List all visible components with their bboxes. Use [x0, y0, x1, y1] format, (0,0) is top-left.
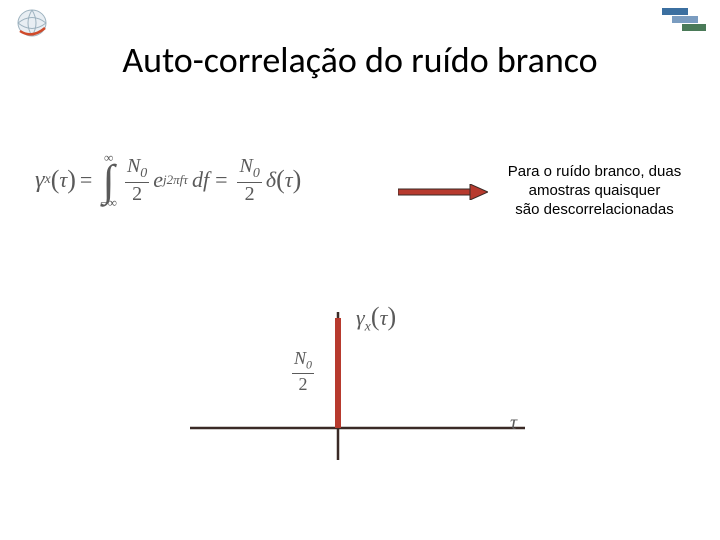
eq-eq2: = [215, 167, 227, 193]
caption-line1: Para o ruído branco, duas [497, 163, 692, 182]
diag-gamma-label: γx(τ) [356, 302, 396, 335]
caption-line3: são descorrelacionadas [497, 201, 692, 220]
diag-tau-label: τ [510, 412, 517, 435]
eq-df: df [192, 167, 209, 193]
eq-exp: j2πfτ [163, 172, 188, 188]
eq-frac2: N0 2 [237, 155, 261, 206]
logo-left [12, 6, 52, 41]
diag-n0-label: N0 2 [292, 348, 314, 395]
eq-gamma-arg: τ [59, 167, 67, 193]
eq-delta-arg: τ [285, 167, 293, 193]
eq-delta: δ [266, 167, 276, 193]
arrow-icon [398, 184, 488, 200]
autocorr-diagram: γx(τ) N0 2 τ [190, 300, 530, 470]
eq-e: e [153, 167, 163, 193]
page-title: Auto-correlação do ruído branco [0, 38, 720, 82]
eq-eq1: = [80, 167, 92, 193]
eq-frac1: N0 2 [125, 155, 149, 206]
equation: γx(τ) = ∞ ∫ −∞ N0 2 ej2πfτ df = N0 2 δ(τ… [35, 150, 301, 211]
eq-integral: ∞ ∫ −∞ [100, 150, 117, 211]
logo-right [660, 6, 708, 32]
caption-line2: amostras quaisquer [497, 182, 692, 201]
caption: Para o ruído branco, duas amostras quais… [497, 163, 692, 219]
